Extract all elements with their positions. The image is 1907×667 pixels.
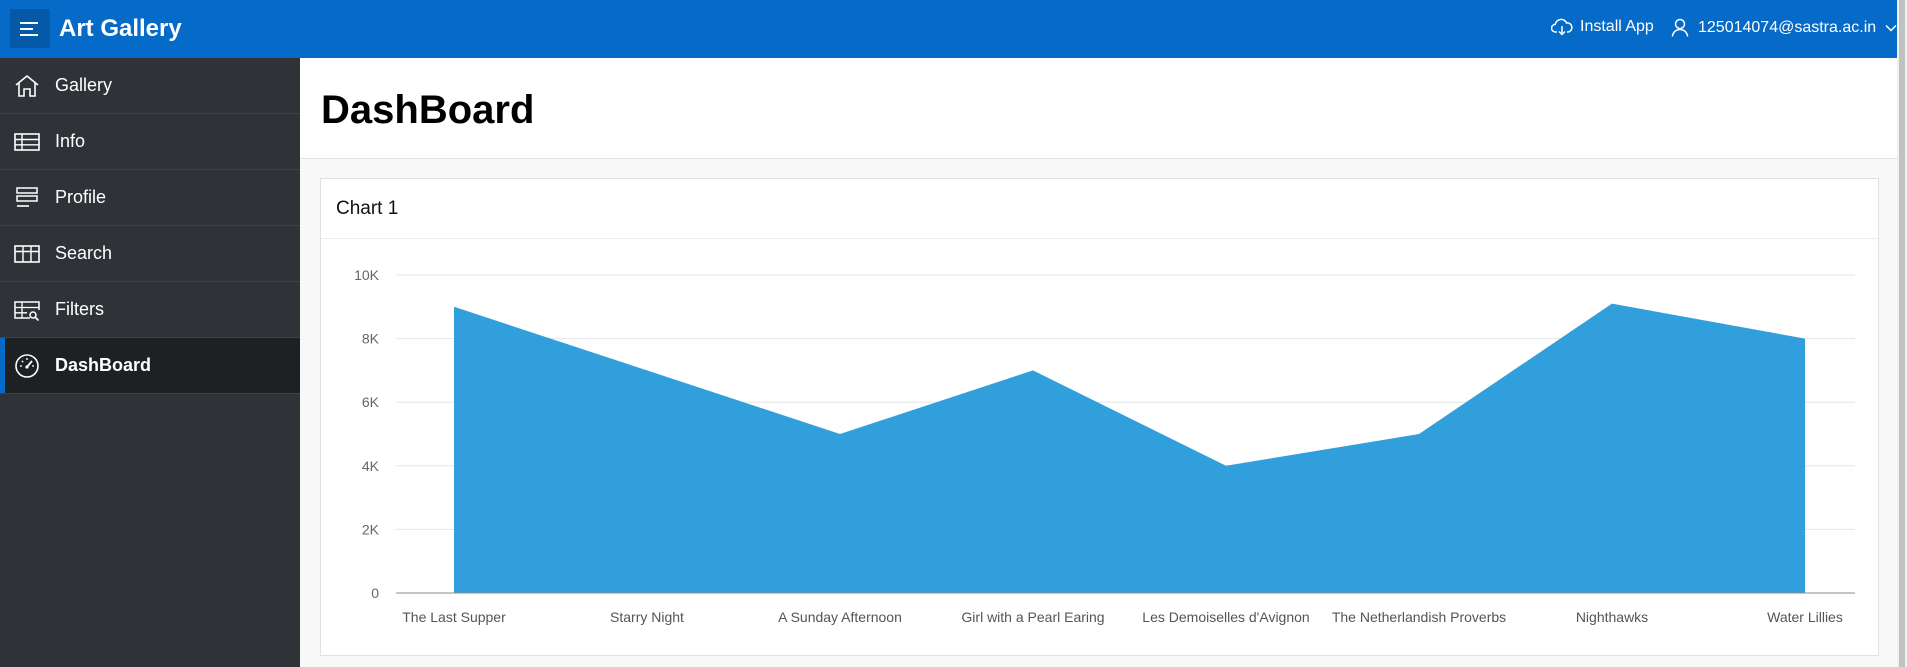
page-title: DashBoard [321, 88, 535, 132]
chart-card-header: Chart 1 [321, 179, 1878, 239]
form-icon [16, 187, 38, 207]
sidebar-item-search[interactable]: Search [0, 226, 300, 282]
sidebar-nav: Gallery Info Profile Search Filters [0, 58, 300, 667]
chevron-down-icon [1885, 24, 1897, 32]
page-scrollbar-thumb[interactable] [1899, 0, 1905, 667]
user-email-label: 125014074@sastra.ac.in [1698, 18, 1877, 36]
dashboard-icon [15, 354, 39, 378]
y-tick-label: 4K [362, 458, 380, 474]
x-tick-label: Les Demoiselles d'Avignon [1142, 609, 1309, 625]
sidebar-item-profile[interactable]: Profile [0, 170, 300, 226]
sidebar-item-label: Gallery [55, 75, 113, 95]
page-title-bar: DashBoard [300, 58, 1897, 159]
app-title[interactable]: Art Gallery [59, 15, 182, 42]
x-tick-label: Water Lillies [1767, 609, 1843, 625]
sidebar-item-gallery[interactable]: Gallery [0, 58, 300, 114]
chart-card: Chart 1 0 2K 4K 6K 8K 10K The Last Supper Starr… [320, 178, 1879, 656]
sidebar-item-filters[interactable]: Filters [0, 282, 300, 338]
sidebar-item-label: Search [55, 243, 113, 263]
x-tick-label: A Sunday Afternoon [778, 609, 902, 625]
top-header: Art Gallery Install App 125014074@sastra… [0, 0, 1897, 58]
menu-toggle-button[interactable] [10, 9, 50, 48]
sidebar-item-label: Info [55, 131, 86, 151]
main-content: DashBoard Chart 1 0 2K 4K 6K 8K 10K The Last S… [300, 58, 1897, 667]
grid-icon [14, 245, 40, 263]
hamburger-icon [20, 21, 38, 36]
home-icon [15, 74, 39, 97]
x-tick-label: Girl with a Pearl Earing [961, 609, 1104, 625]
user-menu-button[interactable]: 125014074@sastra.ac.in [1671, 18, 1897, 37]
x-tick-label: Nighthawks [1576, 609, 1648, 625]
install-app-label: Install App [1580, 18, 1654, 35]
x-tick-label: The Last Supper [402, 609, 506, 625]
user-icon [1671, 18, 1689, 37]
y-tick-label: 8K [362, 331, 380, 347]
x-tick-label: Starry Night [610, 609, 684, 625]
y-tick-label: 2K [362, 521, 380, 537]
series-area [454, 303, 1805, 593]
table-icon [14, 133, 40, 151]
install-app-button[interactable]: Install App [1551, 18, 1654, 36]
area-chart: 0 2K 4K 6K 8K 10K The Last Supper Starry Night A… [354, 267, 1855, 625]
cloud-download-icon [1551, 18, 1573, 36]
sidebar-item-info[interactable]: Info [0, 114, 300, 170]
chart-card-title: Chart 1 [336, 198, 399, 219]
y-tick-label: 6K [362, 394, 380, 410]
filter-table-icon [14, 301, 40, 322]
sidebar-item-label: Profile [55, 187, 107, 207]
sidebar-item-label: DashBoard [55, 355, 152, 375]
sidebar-item-label: Filters [55, 299, 104, 319]
y-tick-label: 10K [354, 267, 380, 283]
sidebar-item-dashboard[interactable]: DashBoard [0, 338, 300, 394]
x-tick-label: The Netherlandish Proverbs [1332, 609, 1506, 625]
y-tick-label: 0 [371, 585, 379, 601]
